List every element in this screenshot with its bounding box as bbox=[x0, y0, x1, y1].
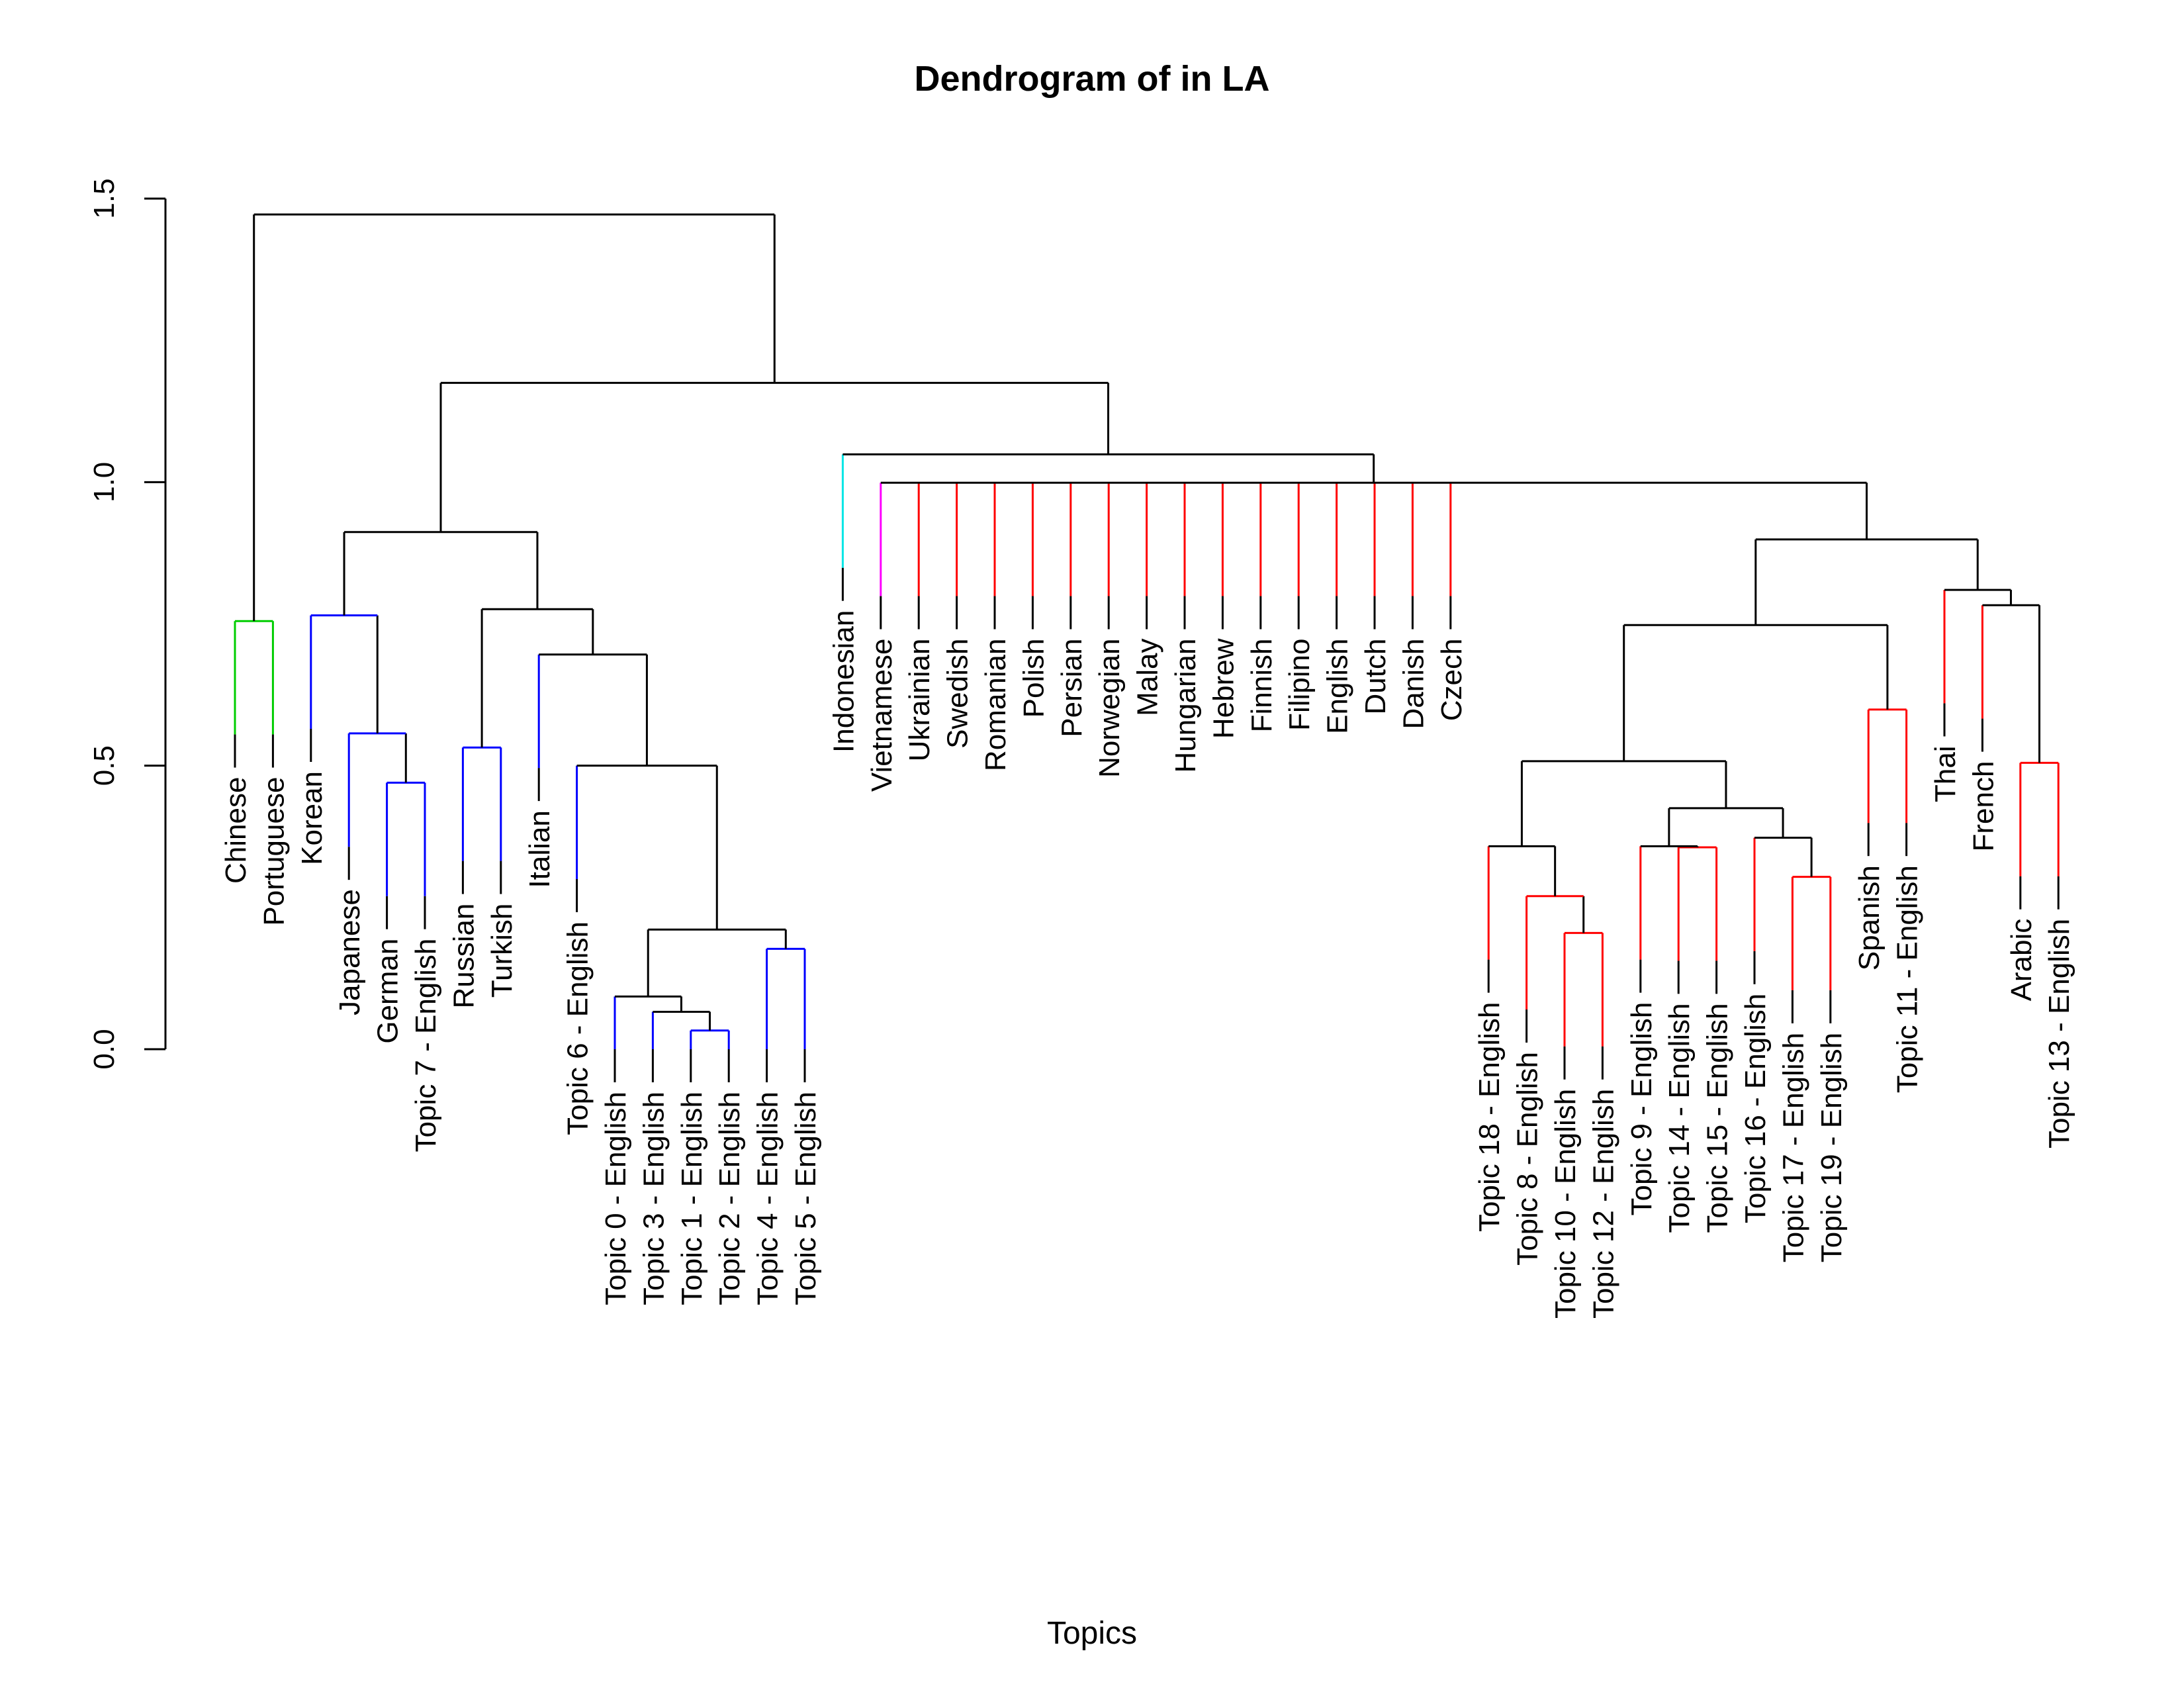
leaf-label: Topic 18 - English bbox=[1473, 1002, 1506, 1232]
leaf-label: Danish bbox=[1397, 639, 1430, 729]
leaf-label: French bbox=[1967, 761, 1999, 852]
leaf-label: English bbox=[1322, 639, 1354, 734]
leaf-label: Topic 10 - English bbox=[1549, 1089, 1582, 1319]
leaf-label: Romanian bbox=[979, 639, 1012, 772]
leaf-label: Topic 7 - English bbox=[410, 939, 442, 1152]
leaf-label: Dutch bbox=[1359, 639, 1392, 715]
y-tick-label: 1.5 bbox=[88, 178, 120, 218]
leaf-label: Topic 15 - English bbox=[1702, 1003, 1734, 1233]
leaf-label: Topic 19 - English bbox=[1815, 1033, 1848, 1262]
leaf-label: Finnish bbox=[1246, 639, 1278, 733]
leaf-label: Thai bbox=[1929, 745, 1962, 802]
leaf-label: Topic 13 - English bbox=[2043, 919, 2075, 1149]
leaf-label: Vietnamese bbox=[866, 639, 898, 792]
y-tick-label: 0.0 bbox=[88, 1029, 120, 1069]
leaf-label: Topic 4 - English bbox=[752, 1092, 784, 1305]
leaf-label: Topic 11 - English bbox=[1891, 865, 1924, 1093]
y-tick-label: 1.0 bbox=[88, 462, 120, 502]
leaf-label: Indonesian bbox=[827, 610, 860, 753]
leaf-label: Norwegian bbox=[1093, 639, 1126, 778]
leaf-label: Czech bbox=[1435, 639, 1468, 722]
leaf-label: Topic 12 - English bbox=[1587, 1089, 1619, 1319]
leaf-label: Japanese bbox=[334, 889, 366, 1015]
x-axis-label: Topics bbox=[1046, 1616, 1138, 1651]
leaf-label: Ukrainian bbox=[903, 639, 936, 762]
leaf-label: Topic 3 - English bbox=[637, 1092, 670, 1305]
leaf-label: Italian bbox=[523, 810, 556, 888]
leaf-label: Topic 5 - English bbox=[790, 1092, 822, 1305]
leaf-label: Portuguese bbox=[257, 777, 290, 926]
leaf-label: Topic 0 - English bbox=[600, 1092, 632, 1305]
leaf-label: Topic 14 - English bbox=[1663, 1003, 1696, 1233]
leaf-label: Swedish bbox=[942, 639, 974, 749]
leaf-label: Chinese bbox=[220, 777, 252, 884]
leaf-label: Filipino bbox=[1283, 639, 1316, 731]
leaf-label: Spanish bbox=[1853, 865, 1886, 970]
leaf-label: Topic 9 - English bbox=[1625, 1002, 1658, 1216]
leaf-label: Korean bbox=[296, 771, 328, 865]
y-tick-label: 0.5 bbox=[88, 745, 120, 786]
leaf-label: Hebrew bbox=[1207, 638, 1240, 739]
leaf-label: Russian bbox=[447, 904, 480, 1009]
leaf-label: Persian bbox=[1056, 639, 1088, 737]
leaf-label: Hungarian bbox=[1169, 639, 1202, 773]
leaf-label: Turkish bbox=[486, 904, 518, 998]
leaf-label: Arabic bbox=[2005, 919, 2038, 1002]
chart-title: Dendrogram of in LA bbox=[914, 59, 1270, 99]
leaf-label: Topic 17 - English bbox=[1777, 1033, 1809, 1262]
leaf-label: Topic 16 - English bbox=[1739, 994, 1772, 1223]
leaf-label: Topic 1 - English bbox=[676, 1092, 708, 1305]
leaf-label: Polish bbox=[1017, 639, 1050, 718]
leaf-label: Malay bbox=[1132, 639, 1164, 716]
leaf-label: Topic 8 - English bbox=[1512, 1052, 1544, 1266]
leaf-label: Topic 6 - English bbox=[562, 921, 594, 1135]
leaf-label: German bbox=[372, 939, 404, 1044]
leaf-label: Topic 2 - English bbox=[713, 1092, 746, 1305]
